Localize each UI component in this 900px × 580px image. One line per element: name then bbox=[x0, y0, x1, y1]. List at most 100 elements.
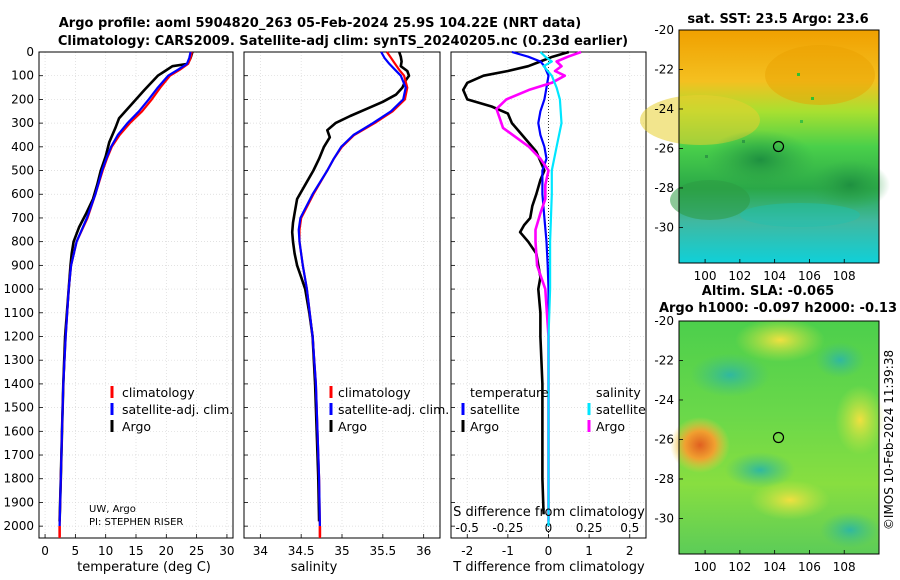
y-tick-label: 1500 bbox=[3, 401, 34, 415]
profile-location-marker bbox=[772, 140, 785, 153]
y-tick-label: 500 bbox=[11, 164, 34, 178]
y-tick-label: 1000 bbox=[3, 282, 34, 296]
plot-frame bbox=[38, 51, 234, 539]
temperature-axis-label: temperature (deg C) bbox=[77, 560, 211, 575]
x-tick-label: 10 bbox=[98, 544, 113, 558]
t-difference-axis-label: T difference from climatology bbox=[452, 560, 645, 575]
plot-frame bbox=[450, 51, 647, 539]
lon-tick-label: 100 bbox=[694, 269, 717, 283]
x-tick-label: -2 bbox=[461, 544, 473, 558]
series-s-satellite bbox=[539, 51, 563, 527]
legend-satellite-label: satellite-adj. clim. bbox=[338, 402, 449, 417]
lat-tick-label: -30 bbox=[654, 511, 674, 525]
y-tick-label: 400 bbox=[11, 140, 34, 154]
sst-pixel bbox=[797, 73, 800, 76]
lon-tick-label: 108 bbox=[833, 560, 856, 574]
y-tick-label: 1900 bbox=[3, 495, 34, 509]
sst-pixel bbox=[742, 140, 745, 143]
y-tick-label: 200 bbox=[11, 92, 34, 106]
lon-tick-label: 106 bbox=[798, 269, 821, 283]
series-s-argo bbox=[495, 50, 582, 522]
x-tick-label: 5 bbox=[72, 544, 80, 558]
x-tick-label: 20 bbox=[159, 544, 174, 558]
y-tick-label: 900 bbox=[11, 258, 34, 272]
y-tick-label: 1200 bbox=[3, 329, 34, 343]
sla-map-title-1: Altim. SLA: -0.065 bbox=[702, 284, 834, 299]
legend-s-satellite-label: satellite bbox=[596, 402, 646, 417]
lat-tick-label: -28 bbox=[654, 472, 674, 486]
x-tick-label-top: -0.5 bbox=[456, 521, 479, 535]
y-tick-label: 1600 bbox=[3, 424, 34, 438]
sla-map: Altim. SLA: -0.065 Argo h1000: -0.097 h2… bbox=[654, 284, 897, 574]
legend-argo-label: Argo bbox=[122, 419, 151, 434]
sst-pixel bbox=[800, 120, 803, 123]
x-tick-label-top: -0.25 bbox=[492, 521, 523, 535]
lat-tick-label: -20 bbox=[654, 23, 674, 37]
x-tick-label: 34 bbox=[253, 544, 268, 558]
x-tick-label: 0 bbox=[41, 544, 49, 558]
legend-temperature-title: temperature bbox=[470, 385, 549, 400]
lat-tick-label: -26 bbox=[654, 141, 674, 155]
sst-pixel bbox=[705, 155, 708, 158]
series-argo bbox=[290, 51, 411, 522]
source-note: UW, Argo bbox=[89, 504, 136, 515]
legend-salinity-title: salinity bbox=[596, 385, 641, 400]
sla-map-title-2: Argo h1000: -0.097 h2000: -0.13 bbox=[659, 301, 897, 316]
legend-t-argo-label: Argo bbox=[470, 419, 499, 434]
salinity-panel: 34 34.5 35 35.5 36 bbox=[243, 51, 441, 558]
series-argo bbox=[58, 51, 194, 522]
x-tick-label: 35.5 bbox=[369, 544, 396, 558]
y-tick-label: 700 bbox=[11, 211, 34, 225]
x-tick-label-top: 0 bbox=[545, 521, 553, 535]
lon-tick-label: 102 bbox=[728, 560, 751, 574]
y-tick-label: 1700 bbox=[3, 448, 34, 462]
plot-frame bbox=[243, 51, 441, 539]
y-tick-label: 2000 bbox=[3, 519, 34, 533]
sla-map-frame bbox=[678, 320, 880, 555]
title-line-1: Argo profile: aoml 5904820_263 05-Feb-20… bbox=[59, 16, 581, 31]
x-tick-label: 1 bbox=[585, 544, 593, 558]
legend-t-satellite-label: satellite bbox=[470, 402, 520, 417]
title-line-2: Climatology: CARS2009. Satellite-adj cli… bbox=[58, 34, 628, 49]
salinity-axis-label: salinity bbox=[291, 560, 338, 575]
x-tick-label: 36 bbox=[416, 544, 431, 558]
x-tick-label: -1 bbox=[502, 544, 514, 558]
pi-note: PI: STEPHEN RISER bbox=[89, 517, 183, 528]
difference-legend: temperature satellite Argo salinity sate… bbox=[461, 385, 646, 434]
legend-s-argo-label: Argo bbox=[596, 419, 625, 434]
y-tick-label: 1100 bbox=[3, 306, 34, 320]
series-t-argo bbox=[461, 50, 570, 515]
lon-tick-label: 106 bbox=[798, 560, 821, 574]
legend-climatology-label: climatology bbox=[338, 385, 411, 400]
y-tick-label: 300 bbox=[11, 116, 34, 130]
x-tick-label: 34.5 bbox=[288, 544, 315, 558]
lat-tick-label: -28 bbox=[654, 181, 674, 195]
x-tick-label-top: 0.5 bbox=[620, 521, 639, 535]
salinity-legend: climatology satellite-adj. clim. Argo bbox=[329, 385, 449, 434]
y-tick-label: 600 bbox=[11, 187, 34, 201]
temperature-legend: climatology satellite-adj. clim. Argo bbox=[110, 385, 233, 434]
lat-tick-label: -26 bbox=[654, 432, 674, 446]
sst-map-title: sat. SST: 23.5 Argo: 23.6 bbox=[687, 12, 868, 27]
x-tick-label: 25 bbox=[189, 544, 204, 558]
lat-tick-label: -24 bbox=[654, 102, 674, 116]
y-tick-label: 0 bbox=[26, 45, 34, 59]
y-tick-label: 1300 bbox=[3, 353, 34, 367]
sst-map-frame bbox=[678, 29, 880, 264]
x-tick-label-top: 0.25 bbox=[576, 521, 603, 535]
sst-pixel bbox=[811, 97, 814, 100]
lon-tick-label: 102 bbox=[728, 269, 751, 283]
lat-tick-label: -20 bbox=[654, 314, 674, 328]
lat-tick-label: -30 bbox=[654, 220, 674, 234]
lat-tick-label: -24 bbox=[654, 393, 674, 407]
x-tick-label: 0 bbox=[545, 544, 553, 558]
lat-tick-label: -22 bbox=[654, 353, 674, 367]
y-tick-label: 1400 bbox=[3, 377, 34, 391]
lon-tick-label: 104 bbox=[763, 269, 786, 283]
lon-tick-label: 100 bbox=[694, 560, 717, 574]
x-tick-label: 2 bbox=[626, 544, 634, 558]
series-satellite-adj-clim- bbox=[58, 51, 192, 527]
y-tick-label: 100 bbox=[11, 69, 34, 83]
lon-tick-label: 108 bbox=[833, 269, 856, 283]
